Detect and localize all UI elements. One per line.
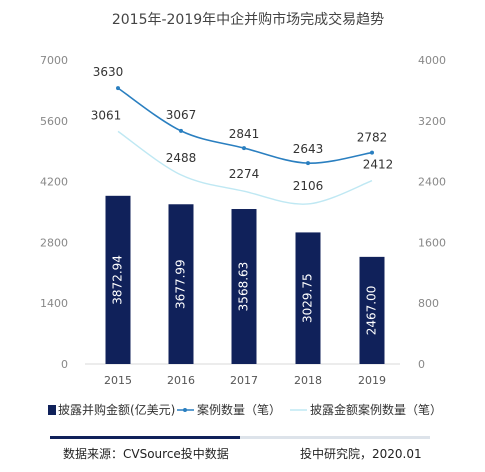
bar xyxy=(295,232,321,364)
bar xyxy=(168,204,194,364)
legend-label-bars: 披露并购金额(亿美元) xyxy=(58,402,175,417)
left-tick-label: 7000 xyxy=(40,54,68,67)
series-cases-point xyxy=(116,86,120,91)
series-disclosed-cases-data-label: 2488 xyxy=(166,151,197,165)
right-axis-ticks: 0 800 1600 2400 3200 4000 xyxy=(418,54,446,371)
footer-divider xyxy=(50,436,430,439)
series-cases-point xyxy=(242,146,246,151)
right-tick-label: 1600 xyxy=(418,236,446,249)
series-disclosed-cases-data-label: 3061 xyxy=(91,108,122,122)
series-disclosed-cases-data-label: 2274 xyxy=(229,167,260,181)
series-disclosed-cases-data-label: 2412 xyxy=(363,158,394,172)
series-cases-point xyxy=(179,128,183,133)
x-tick-label: 2018 xyxy=(294,374,322,387)
footer-source: 数据来源：CVSource投中数据 xyxy=(63,447,229,461)
bar-data-label: 3568.63 xyxy=(237,262,251,312)
series-cases-line xyxy=(117,87,373,164)
legend-swatch-bars xyxy=(48,405,56,415)
legend-marker-cases xyxy=(183,408,187,412)
legend: 披露并购金额(亿美元) 案例数量（笔） 披露金额案例数量（笔） xyxy=(48,402,442,417)
bar xyxy=(231,209,257,364)
x-tick-label: 2015 xyxy=(104,374,132,387)
x-axis-ticks: 2015 2016 2017 2018 2019 xyxy=(85,363,400,387)
series-cases-point xyxy=(370,150,374,155)
left-tick-label: 5600 xyxy=(40,115,68,128)
bar-data-label: 3677.99 xyxy=(174,259,188,309)
right-tick-label: 4000 xyxy=(418,54,446,67)
series-cases-data-label: 2782 xyxy=(357,131,388,145)
x-tick-label: 2017 xyxy=(230,374,258,387)
left-tick-label: 2800 xyxy=(40,236,68,249)
chart: 2015年-2019年中企并购市场完成交易趋势 0 1400 2800 4200 560… xyxy=(40,11,446,417)
footer-credit: 投中研究院，2020.01 xyxy=(300,447,422,461)
left-tick-label: 0 xyxy=(61,358,68,371)
bar-series: 3872.94 3677.99 3568.63 3029.75 2467.00 xyxy=(105,195,385,364)
left-tick-label: 1400 xyxy=(40,297,68,310)
series-disclosed-cases-data-label: 2106 xyxy=(293,179,324,193)
series-cases-point xyxy=(306,161,310,166)
x-tick-label: 2016 xyxy=(167,374,195,387)
bar-data-label: 3029.75 xyxy=(301,273,315,323)
left-tick-label: 4200 xyxy=(40,176,68,189)
series-cases-data-label: 3630 xyxy=(93,65,124,79)
series-cases-data-label: 2841 xyxy=(229,127,260,141)
series-cases-data-label: 3067 xyxy=(166,108,197,122)
bar xyxy=(359,256,385,364)
bar-data-label: 3872.94 xyxy=(111,255,125,305)
chart-title: 2015年-2019年中企并购市场完成交易趋势 xyxy=(112,11,384,28)
left-axis-ticks: 0 1400 2800 4200 5600 7000 xyxy=(40,54,68,371)
right-tick-label: 0 xyxy=(418,358,425,371)
right-tick-label: 3200 xyxy=(418,115,446,128)
series-disclosed-cases-line xyxy=(117,130,373,205)
right-tick-label: 2400 xyxy=(418,176,446,189)
series-cases-data-label: 2643 xyxy=(293,142,324,156)
x-tick-label: 2019 xyxy=(358,374,386,387)
bar-data-label: 2467.00 xyxy=(365,286,379,336)
right-tick-label: 800 xyxy=(418,297,439,310)
legend-label-cases: 案例数量（笔） xyxy=(197,402,281,417)
bar xyxy=(105,195,131,364)
line-series: 3630 3067 2841 2643 2782 3061 2488 2274 2106 2412 xyxy=(91,65,394,205)
legend-label-disclosed: 披露金额案例数量（笔） xyxy=(310,402,442,417)
